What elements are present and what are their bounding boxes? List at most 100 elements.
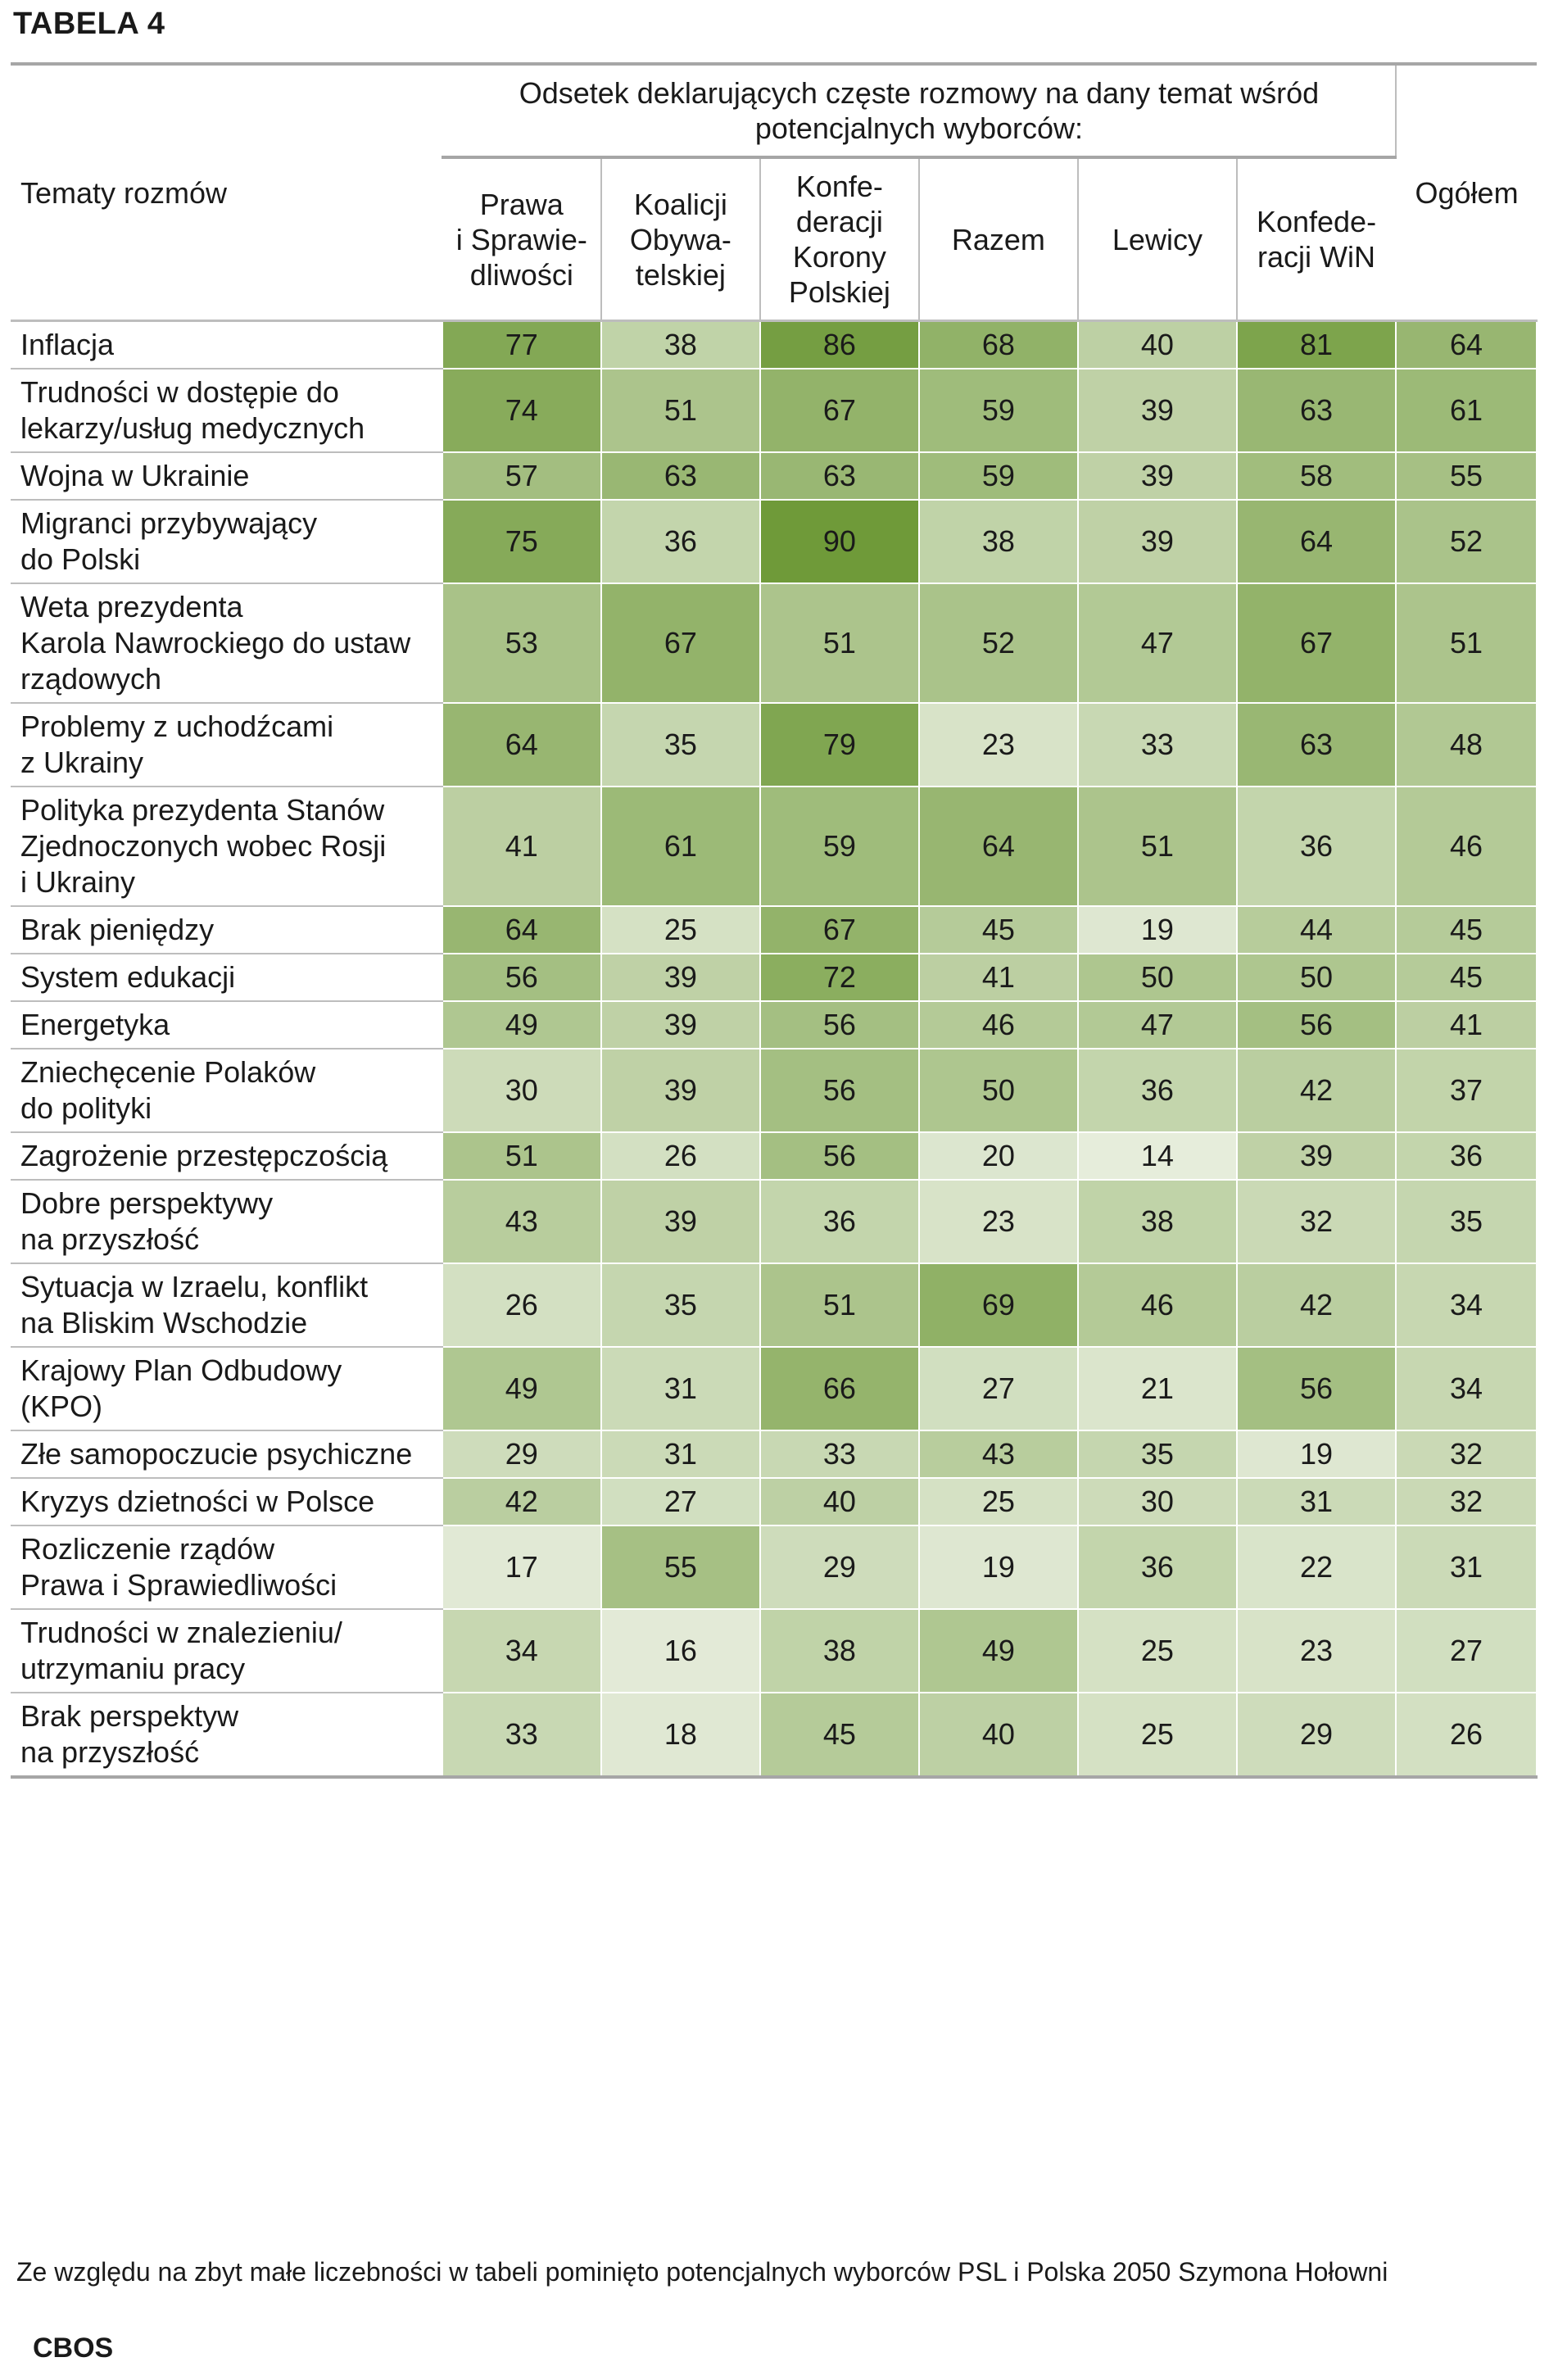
table-row: Złe samopoczucie psychiczne 29 31 33 43 35 19 3…	[11, 1430, 1538, 1479]
row-label: Zagrożenie przestępczością	[11, 1132, 442, 1181]
heatmap-cell: 42	[1235, 1263, 1397, 1348]
heatmap-cell: 25	[600, 905, 761, 954]
heatmap-cell: 64	[917, 786, 1079, 907]
heatmap-cell: 27	[917, 1346, 1079, 1431]
row-label: Krajowy Plan Odbudowy (KPO)	[11, 1347, 442, 1431]
table-row: Polityka prezydenta Stanów Zjednoczonych …	[11, 786, 1538, 907]
heatmap-cell: 50	[1076, 953, 1238, 1002]
heatmap-cell: 35	[600, 1263, 761, 1348]
table-row: System edukacji 56 39 72 41 50 50 45	[11, 953, 1538, 1002]
heatmap-cell: 38	[600, 320, 761, 369]
heatmap-cell: 51	[759, 583, 920, 704]
heatmap-cell: 56	[441, 953, 602, 1002]
column-header: Koalicji Obywa-telskiej	[600, 156, 761, 322]
table-row: Wojna w Ukrainie 57 63 63 59 39 58 55	[11, 451, 1538, 501]
heatmap-cell: 26	[441, 1263, 602, 1348]
heatmap-cell: 36	[1395, 1131, 1538, 1181]
heatmap-cell: 39	[1076, 368, 1238, 453]
heatmap-cell: 51	[441, 1131, 602, 1181]
table-row: Inflacja 77 38 86 68 40 81 64	[11, 320, 1538, 369]
heatmap-cell: 25	[1076, 1692, 1238, 1779]
heatmap-cell: 57	[441, 451, 602, 501]
row-label: Wojna w Ukrainie	[11, 452, 442, 501]
heatmap-cell: 56	[759, 1131, 920, 1181]
heatmap-cell: 49	[441, 1000, 602, 1049]
heatmap-cell: 26	[600, 1131, 761, 1181]
heatmap-cell: 36	[1076, 1525, 1238, 1610]
row-label: Energetyka	[11, 1001, 442, 1049]
heatmap-cell: 51	[759, 1263, 920, 1348]
heatmap-cell: 56	[1235, 1346, 1397, 1431]
heatmap-cell: 32	[1395, 1477, 1538, 1526]
heatmap-cell: 49	[441, 1346, 602, 1431]
heatmap-cell: 38	[759, 1608, 920, 1693]
heatmap-cell: 27	[600, 1477, 761, 1526]
table-row: Problemy z uchodźcami z Ukrainy 64 35 79 23 33…	[11, 702, 1538, 787]
heatmap-cell: 35	[1076, 1430, 1238, 1479]
heatmap-cell: 90	[759, 499, 920, 584]
heatmap-cell: 31	[600, 1346, 761, 1431]
heatmap-cell: 27	[1395, 1608, 1538, 1693]
heatmap-cell: 19	[1235, 1430, 1397, 1479]
heatmap-cell: 30	[1076, 1477, 1238, 1526]
row-label: Zniechęcenie Polaków do polityki	[11, 1049, 442, 1133]
column-header: Razem	[917, 156, 1079, 322]
heatmap-cell: 36	[759, 1179, 920, 1264]
heatmap-cell: 67	[759, 905, 920, 954]
table-row: Trudności w znalezieniu/utrzymaniu pracy…	[11, 1608, 1538, 1693]
table-row: Zagrożenie przestępczością 51 26 56 20 14 39 36	[11, 1131, 1538, 1181]
heatmap-cell: 66	[759, 1346, 920, 1431]
heatmap-cell: 64	[441, 702, 602, 787]
row-label: System edukacji	[11, 954, 442, 1002]
heatmap-cell: 32	[1395, 1430, 1538, 1479]
heatmap-cell: 52	[917, 583, 1079, 704]
heatmap-cell: 43	[441, 1179, 602, 1264]
heatmap-cell: 23	[917, 702, 1079, 787]
heatmap-cell: 39	[600, 953, 761, 1002]
heatmap-cell: 59	[917, 368, 1079, 453]
heatmap-cell: 46	[1076, 1263, 1238, 1348]
table-row: Brak pieniędzy 64 25 67 45 19 44 45	[11, 905, 1538, 954]
heatmap-cell: 74	[441, 368, 602, 453]
heatmap-cell: 23	[917, 1179, 1079, 1264]
heatmap-cell: 34	[1395, 1263, 1538, 1348]
heatmap-cell: 51	[600, 368, 761, 453]
heatmap-cell: 33	[441, 1692, 602, 1779]
heatmap-cell: 14	[1076, 1131, 1238, 1181]
heatmap-cell: 69	[917, 1263, 1079, 1348]
heatmap-cell: 47	[1076, 583, 1238, 704]
heatmap-cell: 46	[1395, 786, 1538, 907]
heatmap-cell: 41	[1395, 1000, 1538, 1049]
row-label: Weta prezydenta Karola Nawrockiego do ust…	[11, 583, 442, 704]
row-label: Rozliczenie rządów Prawa i Sprawiedliwośc…	[11, 1525, 442, 1610]
heatmap-cell: 39	[1235, 1131, 1397, 1181]
heatmap-cell: 21	[1076, 1346, 1238, 1431]
heatmap-cell: 52	[1395, 499, 1538, 584]
heatmap-cell: 34	[1395, 1346, 1538, 1431]
heatmap-cell: 17	[441, 1525, 602, 1610]
heatmap-cell: 75	[441, 499, 602, 584]
heatmap-cell: 45	[759, 1692, 920, 1779]
heatmap-cell: 30	[441, 1048, 602, 1133]
row-label: Problemy z uchodźcami z Ukrainy	[11, 703, 442, 787]
table-row: Rozliczenie rządów Prawa i Sprawiedliwośc…	[11, 1525, 1538, 1610]
heatmap-cell: 45	[1395, 905, 1538, 954]
heatmap-cell: 50	[917, 1048, 1079, 1133]
heatmap-cell: 26	[1395, 1692, 1538, 1779]
heatmap-cell: 48	[1395, 702, 1538, 787]
table-row: Krajowy Plan Odbudowy (KPO) 49 31 66 27 21 56 34	[11, 1346, 1538, 1431]
heatmap-cell: 39	[600, 1000, 761, 1049]
heatmap-cell: 45	[1395, 953, 1538, 1002]
heatmap-cell: 51	[1076, 786, 1238, 907]
heatmap-cell: 67	[600, 583, 761, 704]
heatmap-cell: 22	[1235, 1525, 1397, 1610]
heatmap-cell: 43	[917, 1430, 1079, 1479]
heatmap-cell: 29	[759, 1525, 920, 1610]
heatmap-cell: 18	[600, 1692, 761, 1779]
heatmap-cell: 64	[441, 905, 602, 954]
heatmap-cell: 79	[759, 702, 920, 787]
row-label: Dobre perspektywy na przyszłość	[11, 1180, 442, 1264]
heatmap-cell: 64	[1235, 499, 1397, 584]
group-header: Odsetek deklarujących częste rozmowy na …	[441, 62, 1397, 158]
heatmap-cell: 31	[1395, 1525, 1538, 1610]
